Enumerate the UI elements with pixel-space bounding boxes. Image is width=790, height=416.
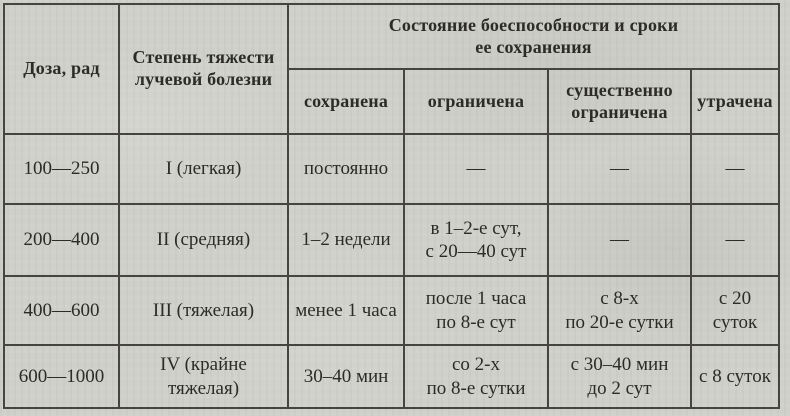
cell-lost: с 8 суток (689, 344, 781, 409)
table-row: 600—1000 IV (крайне тяжелая) 30–40 мин с… (3, 344, 781, 409)
header-row-sub: сохранена ограничена существенно огранич… (4, 68, 781, 135)
table-row: 400—600 III (тяжелая) менее 1 часа после… (3, 275, 781, 346)
cell-severity: IV (крайне тяжелая) (118, 344, 289, 409)
header-dose: Доза, рад (3, 3, 120, 135)
subheader-preserved: сохранена (287, 68, 405, 135)
cell-limited: — (403, 133, 549, 205)
header-row-top: Доза, рад Степень тяжести лучевой болезн… (3, 3, 781, 135)
cell-dose: 600—1000 (3, 344, 120, 409)
cell-substantially-limited: — (547, 133, 692, 205)
cell-preserved: менее 1 часа (287, 275, 405, 346)
cell-limited: в 1–2-е сут, с 20—40 сут (403, 203, 549, 277)
cell-severity: I (легкая) (118, 133, 289, 205)
cell-lost: — (689, 203, 781, 277)
cell-dose: 200—400 (3, 203, 120, 277)
cell-severity: II (средняя) (118, 203, 289, 277)
subheader-lost: утрачена (689, 68, 781, 135)
cell-limited: после 1 часа по 8-е сут (403, 275, 549, 346)
cell-substantially-limited: — (547, 203, 692, 277)
subheader-substantially-limited: существенно ограничена (547, 68, 692, 135)
cell-dose: 400—600 (3, 275, 120, 346)
cell-lost: с 20 суток (689, 275, 781, 346)
radiation-dose-table: Доза, рад Степень тяжести лучевой болезн… (3, 3, 781, 409)
cell-limited: со 2-х по 8-е сутки (403, 344, 549, 409)
cell-preserved: постоянно (287, 133, 405, 205)
cell-preserved: 1–2 недели (287, 203, 405, 277)
subheader-limited: ограничена (403, 68, 549, 135)
header-combat-state: Состояние боеспособности и сроки ее сохр… (286, 3, 781, 70)
cell-substantially-limited: с 30–40 мин до 2 сут (547, 344, 692, 409)
cell-preserved: 30–40 мин (287, 344, 405, 409)
cell-severity: III (тяжелая) (118, 275, 289, 346)
table-row: 200—400 II (средняя) 1–2 недели в 1–2-е … (3, 203, 781, 277)
cell-substantially-limited: с 8-х по 20-е сутки (547, 275, 692, 346)
cell-lost: — (689, 133, 781, 205)
cell-dose: 100—250 (3, 133, 120, 205)
header-severity: Степень тяжести лучевой болезни (118, 3, 289, 135)
table-row: 100—250 I (легкая) постоянно — — — (3, 133, 781, 205)
